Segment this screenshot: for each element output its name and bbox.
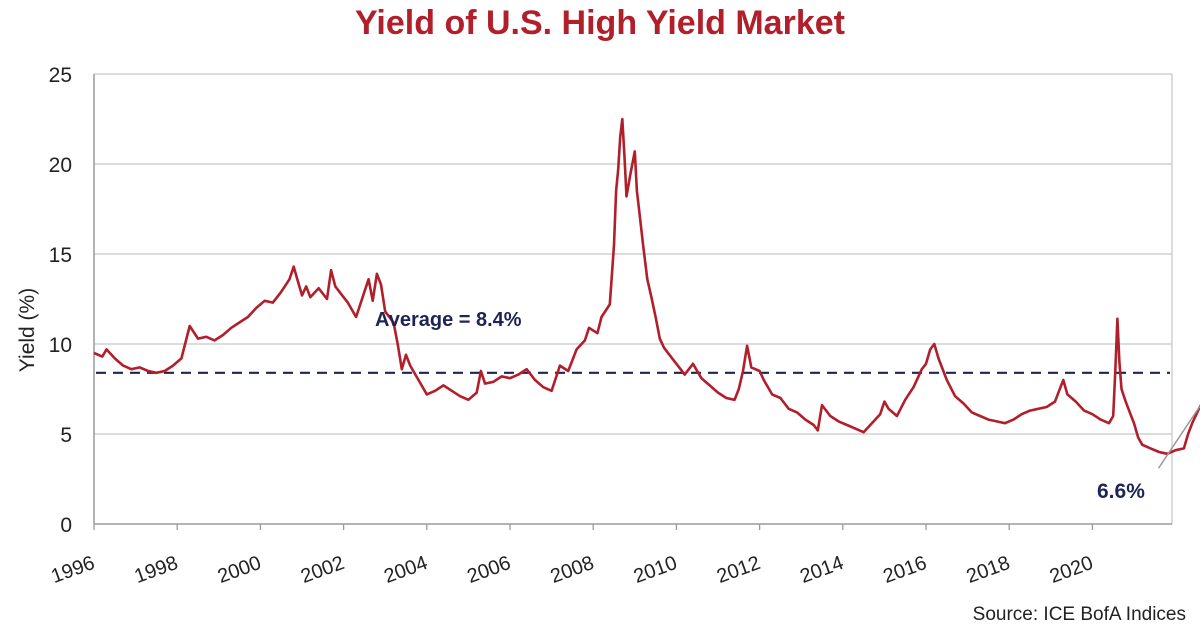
- x-tick-label: 2012: [714, 552, 763, 588]
- x-tick-label: 2020: [1047, 552, 1096, 588]
- x-tick-label: 2016: [880, 552, 929, 588]
- x-tick-label: 2010: [631, 552, 680, 588]
- x-tick-labels: 1996 1998 2000 2002 2004 2006 2008 2010 2012 2014…: [48, 524, 1096, 588]
- x-tick-label: 1998: [132, 552, 181, 588]
- last-value-callout-line: [1157, 404, 1200, 469]
- x-tick-label: 2014: [797, 552, 846, 588]
- chart-title: Yield of U.S. High Yield Market: [355, 4, 845, 42]
- series-line-high-yield: [93, 117, 1200, 456]
- x-tick-label: 2006: [464, 552, 513, 588]
- x-tick-label: 2004: [381, 552, 430, 588]
- y-tick-label: 0: [60, 514, 72, 537]
- last-value-label: 6.6%: [1097, 480, 1145, 503]
- x-tick-label: 2018: [964, 552, 1013, 588]
- chart-axes: [93, 74, 1172, 525]
- y-tick-label: 10: [49, 334, 72, 357]
- y-tick-label: 15: [49, 244, 72, 267]
- x-tick-label: 1996: [48, 552, 97, 588]
- x-tick-label: 2000: [215, 552, 264, 588]
- x-tick-label: 2008: [548, 552, 597, 588]
- grid-lines: [94, 73, 1173, 524]
- x-tick-label: 2002: [298, 552, 347, 588]
- y-tick-label: 20: [49, 154, 72, 177]
- y-tick-labels: 0 5 10 15 20 25: [49, 64, 72, 537]
- average-label: Average = 8.4%: [375, 309, 522, 331]
- source-note: Source: ICE BofA Indices: [972, 604, 1186, 625]
- y-axis-label: Yield (%): [16, 288, 39, 372]
- y-tick-label: 5: [60, 424, 72, 447]
- y-tick-label: 25: [49, 64, 72, 87]
